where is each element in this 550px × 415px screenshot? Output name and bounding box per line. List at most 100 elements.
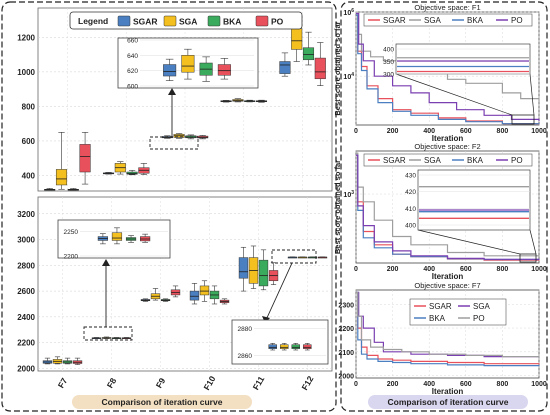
convergence-plot-f7: 0 200 400 600 800 1000 2000 2100 2200 2300 Objecti… — [338, 281, 546, 396]
y-tick-label: 600 — [22, 137, 36, 146]
curve-f1-zoom-box — [511, 114, 535, 125]
curve-f2-zoom-connector — [417, 229, 521, 255]
box-f10-sgar-box — [189, 290, 200, 301]
inset-y-tick-label: 400 — [383, 47, 394, 54]
bottom-boxplot: 2000 2200 2400 2600 2800 3000 3200 F7 F8 F9 F10 F1… — [17, 196, 333, 392]
x-tick-label: 1000 — [531, 266, 547, 273]
y-tick-label: 2200 — [17, 339, 35, 348]
inset-y-tick-label: 420 — [405, 189, 416, 196]
left-panel-frame — [1, 1, 337, 412]
curve-f1-line-po — [356, 12, 540, 121]
box-f5-sgar-box — [279, 61, 291, 74]
right-caption: Comparison of iteration curve — [388, 397, 509, 407]
legend-label-po: PO — [271, 17, 284, 27]
curve-f1-line-bka — [356, 14, 540, 125]
x-tick-label-f12: F12 — [300, 374, 316, 392]
curve-f1-legend-label-sga: SGA — [424, 16, 442, 25]
f12-highlight-box — [271, 249, 317, 264]
box-f1-sga-box — [55, 169, 68, 186]
curve-f7-title: Objective space: F7 — [414, 281, 480, 290]
x-tick-label: 0 — [354, 128, 358, 135]
legend-label-sgar: SGAR — [133, 17, 158, 27]
y-tick-label: 2400 — [17, 313, 35, 322]
curve-f1-zoom-connector — [395, 73, 513, 116]
y-tick-label: 106 — [343, 8, 354, 17]
curve-f2-zoom-connector — [529, 229, 537, 255]
x-tick-label-f11: F11 — [251, 374, 267, 392]
x-tick-label: 400 — [423, 128, 435, 135]
x-tick-label: 600 — [460, 266, 472, 273]
x-tick-label: 600 — [460, 128, 472, 135]
f12-connector — [265, 262, 293, 321]
y-tick-label: 2600 — [17, 287, 35, 296]
x-tick-label-f10: F10 — [202, 374, 218, 392]
f3-inset: 600 620 640 660 — [127, 38, 254, 91]
curve-f1-ylabel: Best score obtained so far — [333, 21, 342, 115]
box-f1-po-box — [79, 144, 91, 173]
legend: Legend SGAR SGA BKA PO — [69, 11, 303, 30]
f12-inset-area — [231, 319, 329, 365]
f8-connector-arrow — [102, 259, 110, 266]
x-tick-label: 400 — [423, 381, 435, 388]
y-tick-label: 1200 — [17, 33, 35, 42]
inset-f12-bka-box — [291, 344, 300, 349]
inset-y-tick-label: 2880 — [238, 326, 253, 333]
box-f11-bka-box — [258, 259, 269, 287]
curve-f7-line-po — [356, 291, 540, 358]
x-tick-label-f8: F8 — [105, 376, 119, 390]
y-tick-label: 2800 — [17, 261, 35, 270]
y-tick-label: 2300 — [338, 302, 354, 309]
x-tick-label: 200 — [387, 381, 399, 388]
curve-f1-legend-box — [363, 13, 533, 27]
inset-y-tick-label: 300 — [383, 72, 394, 79]
box-f5-bka-box — [302, 47, 315, 61]
y-tick-label: 103 — [343, 190, 354, 199]
legend-swatch-bka — [207, 15, 221, 27]
y-tick-label: 2200 — [338, 326, 354, 333]
curve-f1-inset-area — [395, 43, 531, 75]
legend-swatch-sga — [163, 15, 177, 27]
y-tick-label: 2000 — [17, 364, 35, 373]
curve-f1-zoom-connector — [529, 73, 535, 116]
inset-f3-po-box — [217, 64, 231, 76]
box-f10-sga-box — [199, 285, 210, 296]
inset-y-tick-label: 350 — [383, 59, 394, 66]
curve-f2-legend-label-sga: SGA — [424, 156, 442, 165]
inset-y-tick-label: 2860 — [238, 353, 253, 360]
bottom-boxes — [42, 245, 328, 365]
curve-f2-title: Objective space: F2 — [414, 142, 480, 151]
curve-f2-xlabel: Iteration — [432, 272, 464, 281]
box-f11-sgar-box — [238, 257, 249, 279]
curve-f1-legend-label-bka: BKA — [467, 16, 484, 25]
inset-y-tick-label: 2200 — [64, 254, 79, 261]
convergence-plot-f2: 0 200 400 600 800 1000 103 Objective space: F2 I… — [333, 142, 547, 281]
curve-f1-xlabel: Iteration — [432, 134, 464, 143]
curve-f2-legend-label-sgar: SGAR — [383, 156, 406, 165]
curve-f7-legend-label-sgar: SGAR — [429, 302, 452, 311]
curve-f7-xlabel: Iteration — [432, 387, 464, 396]
x-tick-label: 800 — [497, 128, 509, 135]
inset-y-tick-label: 400 — [405, 223, 416, 230]
curve-f2-line-sga — [356, 152, 540, 257]
inset-f3-sga-box — [181, 55, 195, 73]
box-f5-po-box — [314, 57, 326, 80]
y-tick-label: 3200 — [17, 210, 35, 219]
legend-label-sga: SGA — [179, 17, 197, 27]
curve-f2-legend-label-bka: BKA — [467, 156, 484, 165]
inset-f3-sgar-box — [163, 64, 177, 77]
convergence-plot-f1: 0 200 400 600 800 1000 104 106 Objective space: … — [333, 3, 547, 143]
x-tick-label: 600 — [460, 381, 472, 388]
curve-f2-legend-label-po: PO — [511, 156, 523, 165]
x-tick-label-f9: F9 — [154, 376, 168, 390]
curve-f2-inset-area — [417, 169, 531, 231]
x-tick-label: 800 — [497, 381, 509, 388]
bottom-y-tick-labels: 2000 2200 2400 2600 2800 3000 3200 — [17, 210, 35, 374]
y-tick-label: 800 — [22, 102, 36, 111]
curve-f7-legend-label-po: PO — [473, 314, 485, 323]
x-tick-label: 1000 — [531, 128, 547, 135]
curve-f7-legend-box — [409, 298, 507, 326]
inset-f12-sga-box — [280, 344, 289, 349]
right-panel-frame — [340, 1, 548, 412]
inset-y-tick-label: 600 — [127, 84, 138, 91]
